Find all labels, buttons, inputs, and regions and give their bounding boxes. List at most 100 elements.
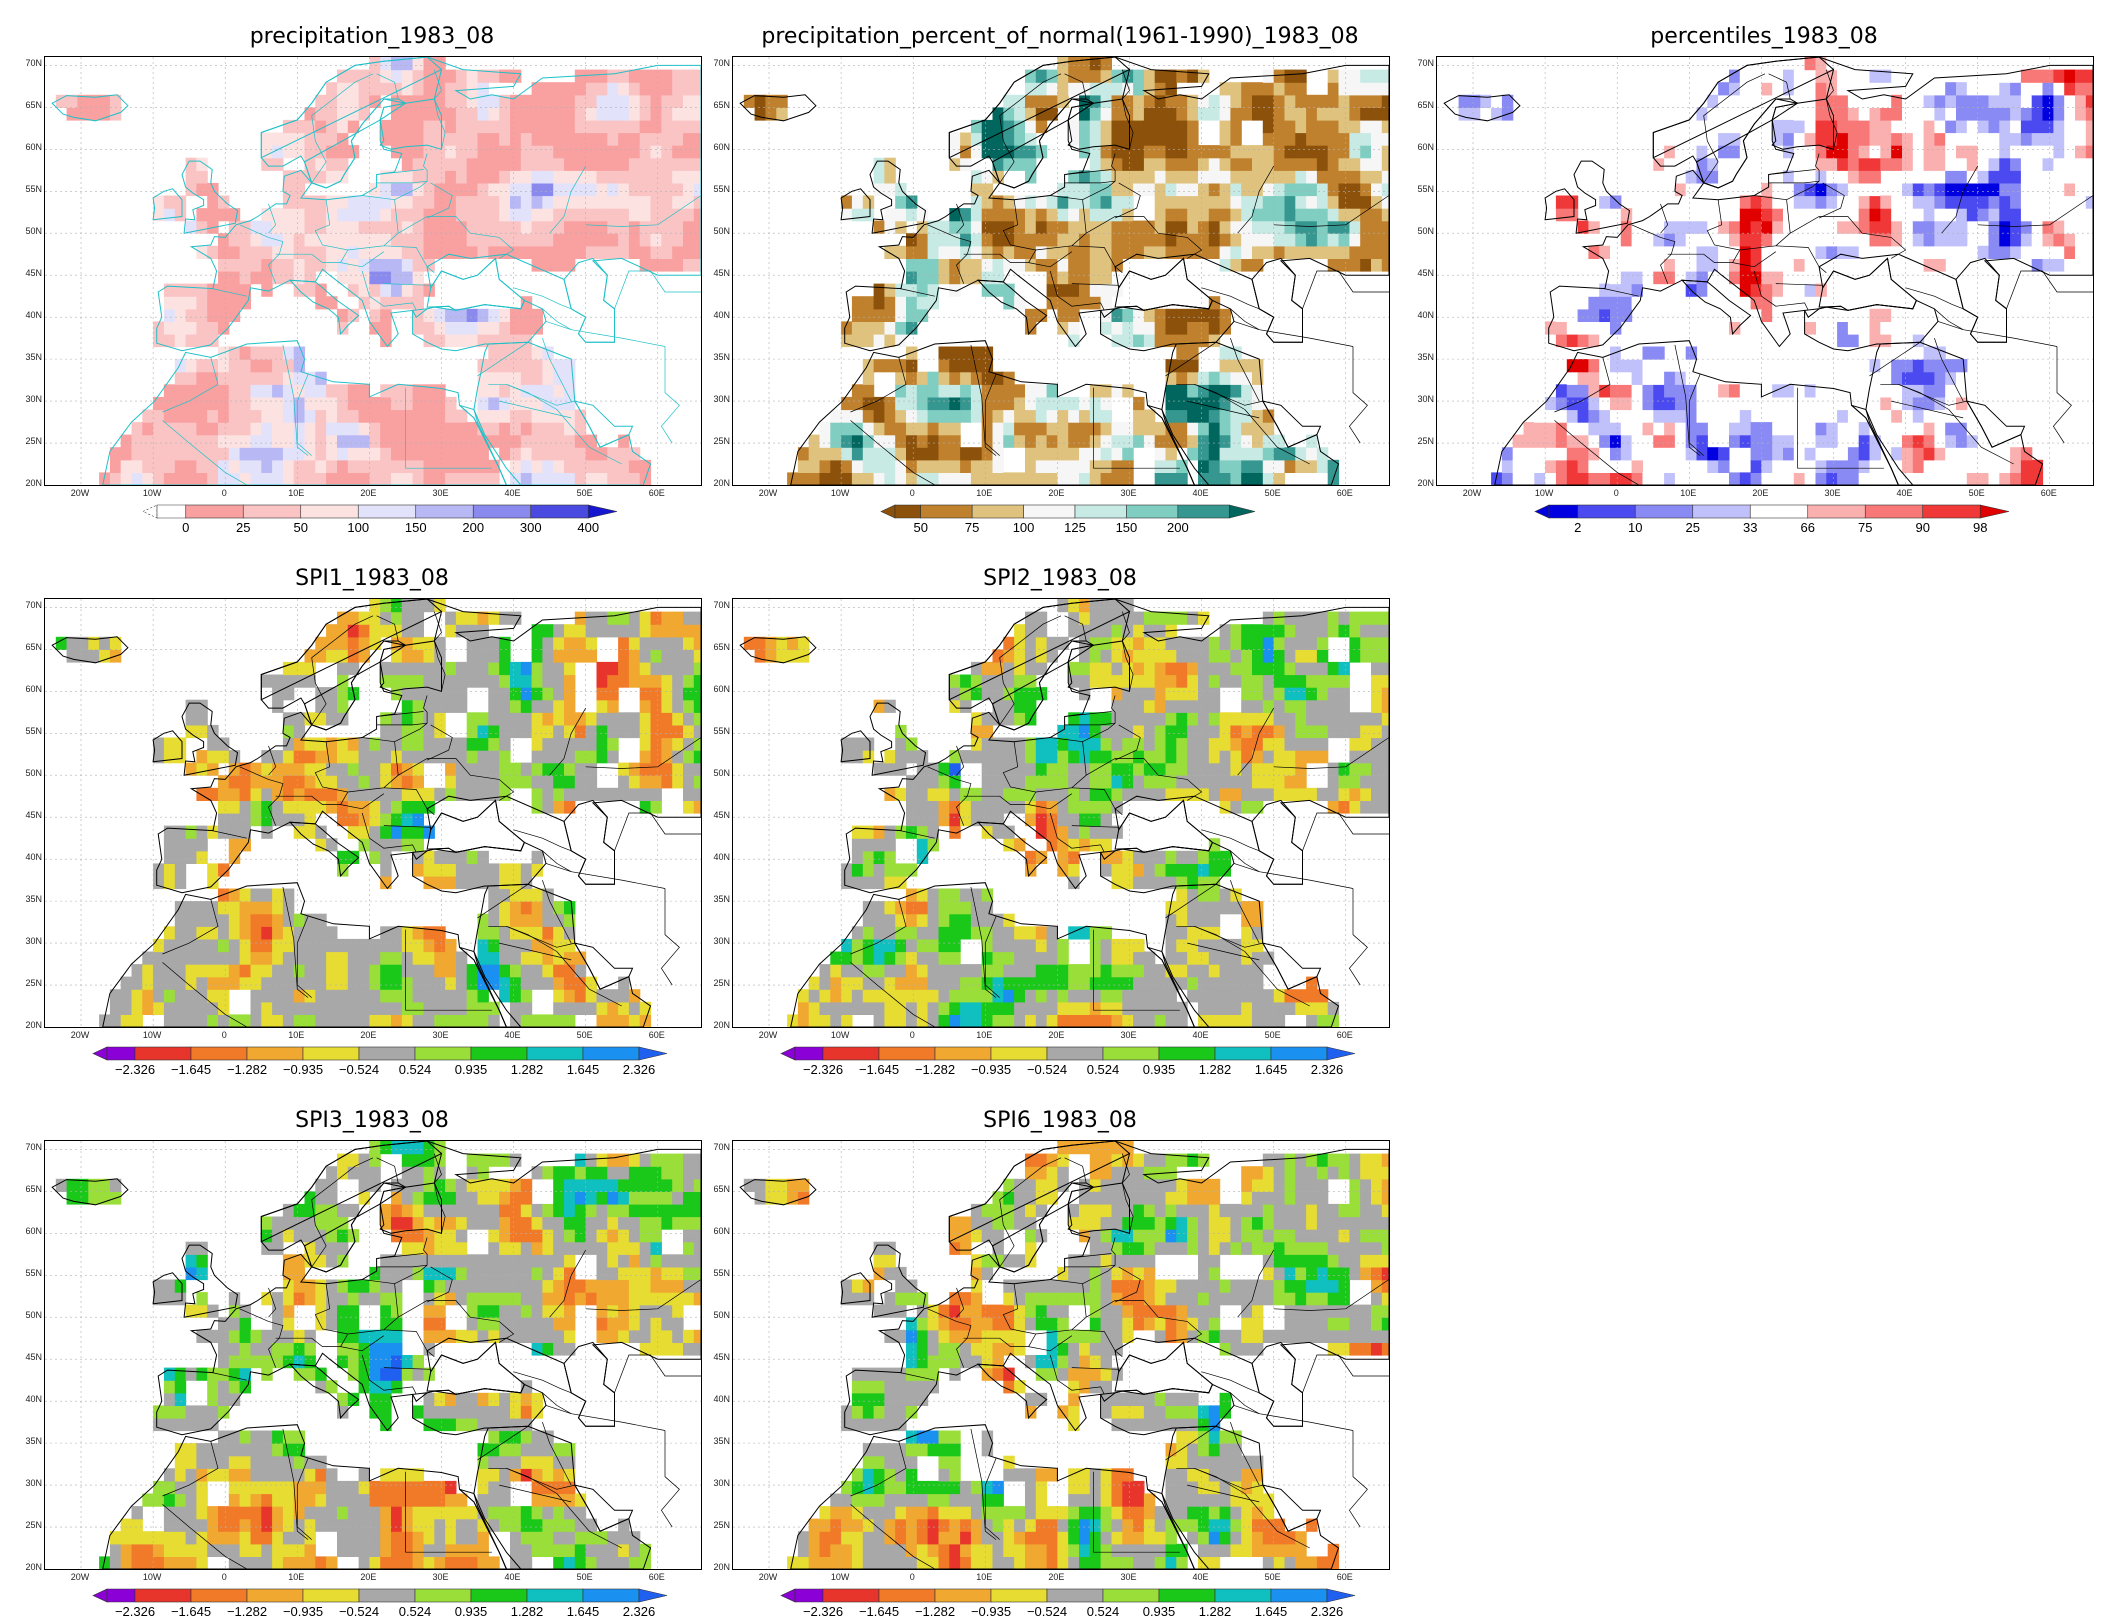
lat-tick-label: 50N: [25, 226, 42, 237]
colorbar-swatch: [794, 1588, 824, 1603]
lon-tick-label: 0: [909, 488, 915, 498]
colorbar-label: −0.935: [282, 1062, 324, 1077]
colorbar-label: −2.326: [802, 1062, 844, 1077]
lat-tick-label: 35N: [713, 894, 730, 905]
colorbar-swatches: [780, 1588, 1356, 1603]
lat-tick-label: 45N: [1417, 268, 1434, 279]
lat-tick-label: 25N: [25, 1520, 42, 1531]
colorbar-swatch: [1749, 504, 1809, 519]
lon-tick-label: 50E: [576, 1030, 593, 1040]
colorbar-label: −1.282: [914, 1604, 956, 1619]
lat-tick-label: 70N: [25, 58, 42, 69]
colorbar-label: 0.524: [1086, 1604, 1120, 1619]
lon-tick-label: 10E: [288, 488, 305, 498]
lon-tick-label: 40E: [1192, 1572, 1209, 1582]
colorbar-swatch: [526, 1588, 584, 1603]
lat-tick-label: 55N: [25, 1268, 42, 1279]
colorbar-label: 0.524: [398, 1062, 432, 1077]
colorbar-label: 33: [1743, 520, 1758, 535]
colorbar-swatch: [1326, 1046, 1356, 1061]
lat-tick-label: 45N: [25, 810, 42, 821]
lat-tick-label: 70N: [713, 600, 730, 611]
colorbar-label: −1.645: [858, 1604, 900, 1619]
colorbar-label: −0.935: [970, 1604, 1012, 1619]
colorbar-swatch: [971, 504, 1024, 519]
colorbar-label: 2: [1574, 520, 1582, 535]
lat-tick-label: 20N: [25, 478, 42, 488]
colorbar-swatch: [990, 1046, 1048, 1061]
lon-tick-label: 0: [909, 1572, 915, 1582]
lon-tick-label: 30E: [432, 1030, 449, 1040]
value-grid: [743, 599, 1389, 1027]
lat-tick-label: 45N: [713, 1352, 730, 1363]
lon-tick-label: 60E: [2040, 488, 2057, 498]
colorbar-swatch: [1922, 504, 1981, 519]
colorbar-label: 25: [1685, 520, 1700, 535]
panel-title: precipitation_percent_of_normal(1961-199…: [761, 24, 1359, 49]
colorbar-swatch: [106, 1588, 136, 1603]
lon-tick-label: 60E: [648, 488, 665, 498]
lon-tick-label: 20E: [360, 1572, 377, 1582]
colorbar-label: 10: [1628, 520, 1643, 535]
lat-tick-label: 40N: [25, 852, 42, 863]
lat-tick-label: 65N: [713, 1184, 730, 1195]
lon-tick-label: 20W: [758, 1572, 778, 1582]
colorbar-label: 100: [1012, 520, 1035, 535]
colorbar-label: 75: [964, 520, 980, 535]
lon-tick-label: 40E: [1896, 488, 1913, 498]
lat-tick-label: 35N: [25, 352, 42, 363]
colorbar-swatch: [302, 1588, 360, 1603]
colorbar-label: −2.326: [802, 1604, 844, 1619]
colorbar-swatch: [1158, 1046, 1216, 1061]
lon-tick-label: 10W: [830, 488, 850, 498]
lon-tick-label: 40E: [504, 1572, 521, 1582]
colorbar-swatch: [934, 1588, 992, 1603]
lon-tick-label: 10W: [142, 488, 162, 498]
colorbar-label: 1.282: [510, 1062, 544, 1077]
lat-tick-label: 60N: [25, 684, 42, 695]
colorbar-swatch: [1270, 1588, 1328, 1603]
map-canvas: [732, 1140, 1390, 1570]
lon-tick-label: 60E: [1336, 488, 1353, 498]
colorbar-swatch: [1126, 504, 1179, 519]
map-svg: [45, 57, 701, 485]
lat-tick-label: 30N: [713, 394, 730, 405]
colorbar-swatch: [526, 1046, 584, 1061]
value-grid: [55, 57, 701, 485]
map-canvas: [732, 56, 1390, 486]
lon-tick-label: 20W: [70, 1030, 90, 1040]
lat-tick-label: 20N: [1417, 478, 1434, 488]
lat-tick-label: 50N: [713, 768, 730, 779]
colorbar-swatches: [92, 1588, 668, 1603]
lat-tick-label: 65N: [25, 100, 42, 111]
map-canvas: [732, 598, 1390, 1028]
colorbar-label: −0.524: [338, 1062, 380, 1077]
colorbar-swatch: [878, 1588, 936, 1603]
colorbar: [1534, 504, 2024, 524]
colorbar-label: −0.524: [1026, 1062, 1068, 1077]
lon-tick-label: 60E: [648, 1572, 665, 1582]
graticule: [733, 599, 1389, 1027]
colorbar-swatch: [920, 504, 973, 519]
colorbar-label: −1.282: [226, 1062, 268, 1077]
colorbar-label: 1.645: [1254, 1604, 1288, 1619]
lat-tick-label: 45N: [713, 268, 730, 279]
colorbar-swatch: [638, 1046, 668, 1061]
lat-tick-label: 20N: [25, 1562, 42, 1572]
lat-tick-label: 40N: [25, 310, 42, 321]
lat-tick-label: 20N: [713, 1562, 730, 1572]
lat-tick-label: 60N: [25, 142, 42, 153]
lat-tick-label: 60N: [1417, 142, 1434, 153]
lat-tick-label: 50N: [1417, 226, 1434, 237]
colorbar-swatch: [156, 504, 187, 519]
lat-tick-label: 70N: [25, 600, 42, 611]
lon-tick-label: 10W: [142, 1572, 162, 1582]
lat-tick-label: 65N: [1417, 100, 1434, 111]
colorbar-label: 90: [1915, 520, 1930, 535]
colorbar: [92, 1588, 682, 1608]
lat-tick-label: 50N: [25, 768, 42, 779]
colorbar-left-arrow: [780, 1588, 796, 1603]
lat-tick-label: 55N: [713, 1268, 730, 1279]
lon-tick-label: 0: [1613, 488, 1619, 498]
lon-tick-label: 50E: [1968, 488, 1985, 498]
